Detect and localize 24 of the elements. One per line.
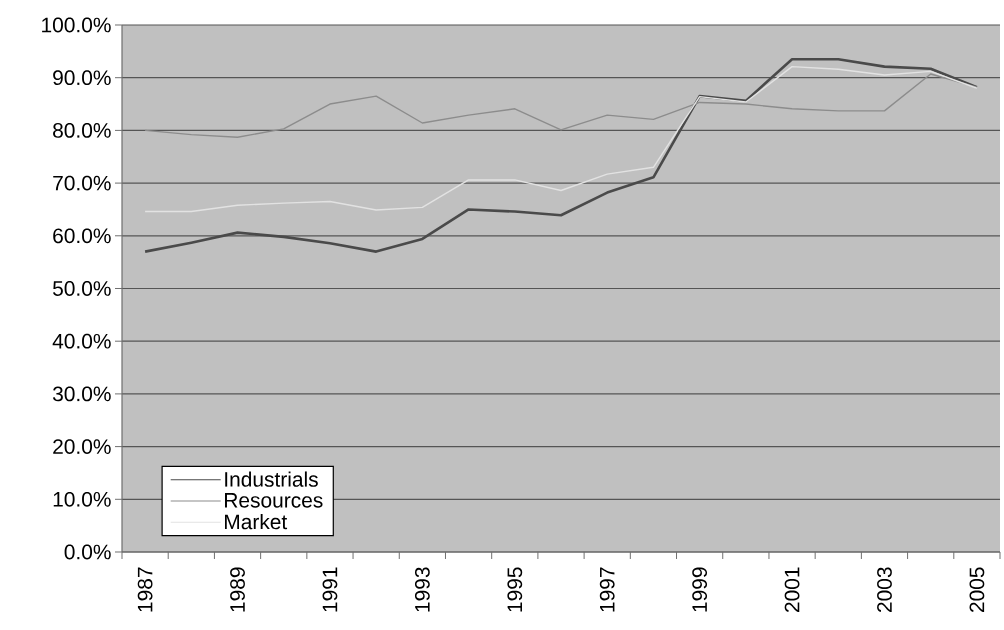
x-tick-label: 1987 <box>137 567 153 612</box>
y-tick-label: 100.0% <box>42 17 111 33</box>
x-tick-label: 1993 <box>414 567 430 612</box>
y-tick-label: 0.0% <box>64 544 111 560</box>
legend-label: Resources <box>225 493 323 508</box>
y-tick-label: 20.0% <box>53 439 111 455</box>
x-tick-label: 1991 <box>322 567 338 612</box>
y-tick-label: 90.0% <box>53 70 111 86</box>
y-tick-label: 30.0% <box>52 386 111 402</box>
x-tick-label: 1999 <box>692 567 708 612</box>
x-tick-label: 1995 <box>507 567 523 612</box>
x-tick-label: 1989 <box>230 567 245 612</box>
y-tick-label: 40.0% <box>52 333 111 349</box>
x-tick-label: 2003 <box>877 567 892 613</box>
legend-label: Industrials <box>225 471 318 487</box>
legend-label: Market <box>225 513 288 530</box>
y-tick-label: 10.0% <box>53 491 111 507</box>
y-tick-label: 60.0% <box>53 228 111 244</box>
y-tick-label: 80.0% <box>53 122 111 138</box>
x-tick-label: 2005 <box>969 567 985 613</box>
y-tick-label: 50.0% <box>53 281 111 296</box>
x-tick-label: 2001 <box>784 567 800 613</box>
y-tick-label: 70.0% <box>53 175 111 191</box>
x-tick-label: 1997 <box>599 567 615 612</box>
